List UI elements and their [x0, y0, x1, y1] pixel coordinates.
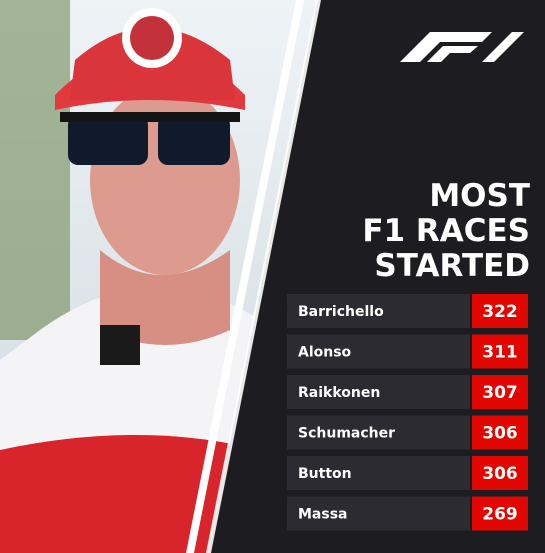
driver-name: Button	[298, 466, 352, 482]
value-cell	[472, 496, 528, 531]
title-line: MOST	[429, 178, 530, 214]
driver-name: Raikkonen	[298, 385, 380, 401]
driver-name: Schumacher	[298, 426, 395, 442]
race-count: 306	[482, 424, 518, 444]
race-count: 307	[482, 383, 518, 403]
stripes	[186, 0, 344, 553]
name-cell	[287, 496, 470, 531]
race-count: 306	[482, 464, 518, 484]
title-line: STARTED	[374, 248, 530, 284]
race-count: 269	[482, 505, 518, 525]
name-cell	[287, 294, 470, 328]
name-cell	[287, 334, 470, 369]
value-cell	[472, 415, 528, 450]
ranking-table: Barrichello 322 Alonso 311 Raikkonen 307 Schum…	[287, 294, 528, 531]
race-count: 311	[482, 343, 518, 363]
driver-name: Massa	[298, 507, 348, 523]
driver-name: Barrichello	[298, 304, 384, 320]
name-cell	[287, 375, 470, 409]
driver-name: Alonso	[298, 345, 352, 361]
race-count: 322	[482, 302, 518, 322]
value-cell	[472, 334, 528, 369]
value-cell	[472, 456, 528, 490]
name-cell	[287, 456, 470, 490]
value-cell	[472, 294, 528, 328]
name-cell	[287, 415, 470, 450]
value-cell	[472, 375, 528, 409]
title-line: F1 RACES	[362, 213, 530, 249]
f1-logo	[400, 32, 524, 62]
